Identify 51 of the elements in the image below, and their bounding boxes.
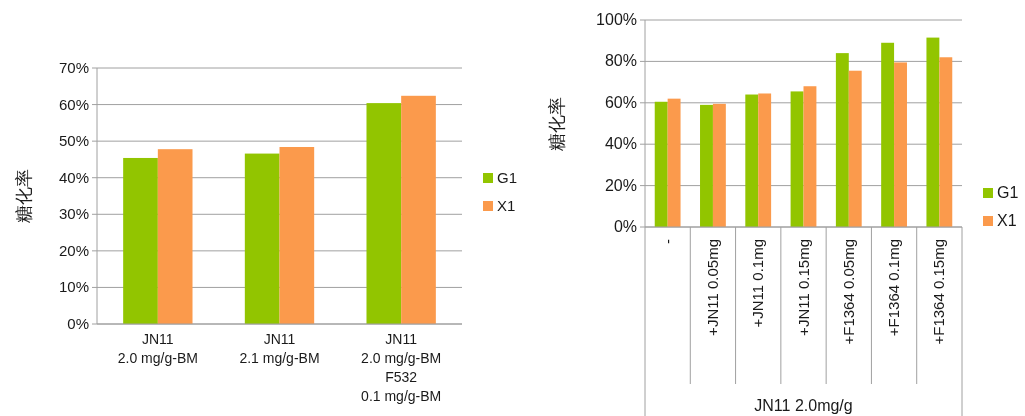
y-tick-label: 50% <box>58 132 89 150</box>
x-tick-label: JN11 2.0 mg/g-BM <box>117 331 198 366</box>
x-tick-label: JN11 2.1 mg/g-BM <box>239 331 320 366</box>
y-tick-label: 70% <box>58 59 89 76</box>
x-tick-label: +F1364 0.1mg <box>885 239 903 337</box>
y-tick-label: 60% <box>604 93 637 111</box>
bar <box>401 95 436 324</box>
y-tick-label: 80% <box>604 52 637 70</box>
bar <box>667 98 681 227</box>
legend-label: G1 <box>997 184 1019 201</box>
bar <box>848 70 862 227</box>
bar <box>654 101 668 227</box>
y-tick-label: 20% <box>58 241 89 259</box>
bar <box>745 94 759 227</box>
y-tick-label: 20% <box>604 176 637 194</box>
bar <box>926 37 940 227</box>
bar <box>279 146 315 324</box>
bar <box>157 149 193 324</box>
y-axis-title: 糖化率 <box>14 169 34 223</box>
x-tick-label: +F1364 0.15mg <box>930 239 948 345</box>
x-tick-label: +JN11 0.1mg <box>749 239 767 328</box>
y-tick-label: 0% <box>67 315 89 332</box>
x-tick-label: - <box>658 239 676 244</box>
bar <box>758 93 772 227</box>
y-tick-label: 40% <box>58 168 89 186</box>
bar <box>790 91 804 227</box>
bar <box>244 153 280 324</box>
y-tick-label: 60% <box>58 95 89 113</box>
y-tick-label: 30% <box>58 205 89 223</box>
bar <box>803 86 817 227</box>
bar <box>366 103 402 324</box>
legend-label: X1 <box>497 197 516 214</box>
bar <box>700 104 713 227</box>
legend-label: X1 <box>997 212 1017 229</box>
bar <box>894 62 907 227</box>
y-tick-label: 10% <box>58 278 89 296</box>
x-tick-label: JN11 2.0 mg/g-BM F532 0.1 mg/g-BM <box>361 331 442 404</box>
bar <box>712 103 726 227</box>
x-axis-title: JN11 2.0mg/g <box>754 397 853 414</box>
legend-label: G1 <box>497 169 518 186</box>
x-tick-label: +JN11 0.15mg <box>794 239 812 336</box>
x-tick-label: +JN11 0.05mg <box>703 239 721 336</box>
bar <box>835 53 849 227</box>
y-axis-title: 糖化率 <box>547 96 567 151</box>
bar <box>939 57 953 227</box>
x-tick-label: +F1364 0.05mg <box>839 239 857 345</box>
bar <box>881 42 895 227</box>
bar <box>123 157 158 324</box>
y-tick-label: 40% <box>604 135 637 153</box>
y-tick-label: 100% <box>596 11 637 28</box>
y-tick-label: 0% <box>613 218 637 235</box>
